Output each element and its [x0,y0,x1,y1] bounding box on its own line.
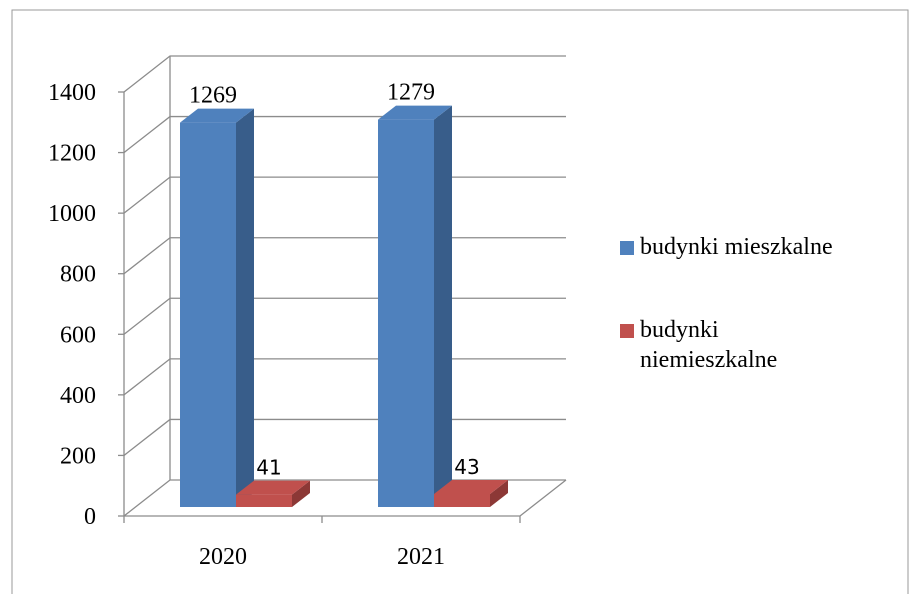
bar-top [378,105,452,120]
bar-side [236,108,254,507]
bar-top [236,480,310,495]
legend-label: budynki niemieszkalne [640,317,778,373]
bar [180,108,254,507]
frame [11,9,909,594]
legend-swatch [620,241,634,255]
y-tick-label: 1000 [48,201,96,227]
bar [434,479,508,507]
legend-item: budynki mieszkalne [620,232,890,262]
bar-top [180,108,254,123]
y-tick-label: 400 [60,383,96,409]
bar-top [434,479,508,494]
x-tick-label: 2021 [397,544,445,570]
bar [236,480,310,507]
y-tick-label: 200 [60,443,96,469]
bar [378,105,452,507]
bar-side [292,480,310,507]
x-tick-label: 2020 [199,544,247,570]
data-label: 43 [454,455,479,479]
y-tick-label: 600 [60,322,96,348]
bar-front [236,494,292,507]
y-tick-label: 1200 [48,141,96,167]
grid-line [123,55,566,93]
y-tick-label: 800 [60,262,96,288]
data-label: 41 [256,456,281,480]
data-label: 1269 [189,83,237,109]
bar-front [378,119,434,507]
y-tick-label: 0 [84,504,96,530]
bar-side [434,105,452,507]
bar-side [490,479,508,507]
bar-front [434,493,490,507]
y-tick-label: 1400 [48,80,96,106]
legend-label: budynki mieszkalne [640,234,833,260]
legend-item: budynki niemieszkalne [620,315,890,375]
bar-front [180,122,236,507]
legend-swatch [620,324,634,338]
data-label: 1279 [387,80,435,106]
